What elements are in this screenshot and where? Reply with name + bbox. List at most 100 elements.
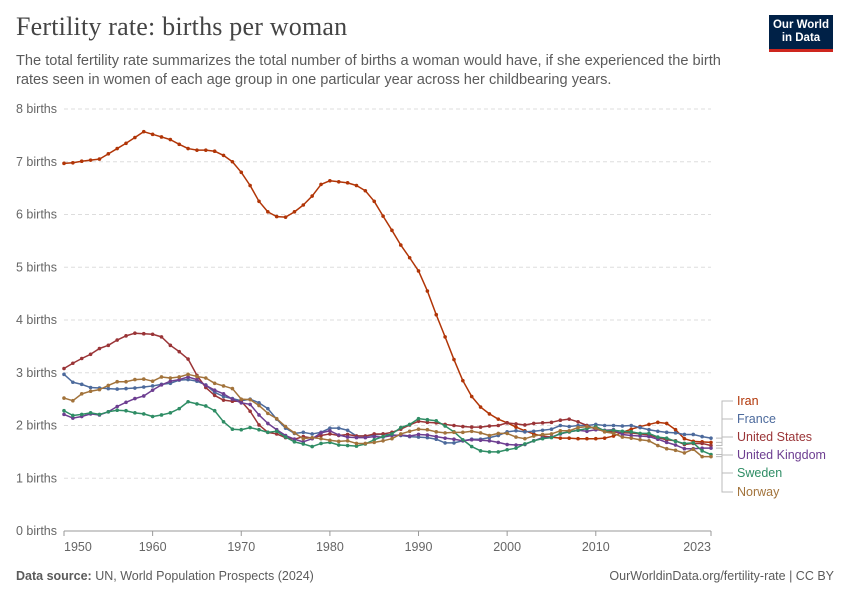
data-point[interactable]: [133, 331, 137, 335]
data-point[interactable]: [62, 366, 66, 371]
data-point[interactable]: [407, 422, 412, 427]
data-point[interactable]: [691, 432, 696, 437]
data-point[interactable]: [443, 335, 447, 339]
data-point[interactable]: [257, 423, 261, 427]
data-point[interactable]: [257, 403, 261, 408]
data-point[interactable]: [478, 449, 483, 453]
data-point[interactable]: [558, 428, 563, 433]
data-point[interactable]: [177, 375, 182, 379]
data-point[interactable]: [345, 443, 350, 448]
data-point[interactable]: [292, 440, 297, 444]
data-point[interactable]: [141, 377, 146, 381]
data-point[interactable]: [248, 183, 252, 188]
data-point[interactable]: [496, 440, 501, 445]
data-point[interactable]: [133, 386, 137, 390]
data-point[interactable]: [115, 387, 119, 391]
data-point[interactable]: [620, 424, 625, 428]
data-point[interactable]: [345, 439, 350, 443]
series-sweden[interactable]: [62, 399, 713, 457]
data-point[interactable]: [88, 411, 93, 415]
data-point[interactable]: [239, 401, 244, 405]
data-point[interactable]: [390, 432, 394, 436]
data-point[interactable]: [363, 441, 368, 446]
data-point[interactable]: [443, 441, 447, 445]
data-point[interactable]: [177, 406, 182, 411]
data-point[interactable]: [79, 382, 84, 387]
data-point[interactable]: [461, 424, 465, 429]
series-label[interactable]: France: [737, 412, 776, 426]
data-point[interactable]: [239, 427, 244, 432]
data-point[interactable]: [682, 441, 687, 446]
data-point[interactable]: [567, 436, 571, 440]
data-point[interactable]: [79, 412, 84, 417]
data-point[interactable]: [540, 432, 545, 437]
data-point[interactable]: [593, 436, 598, 441]
data-point[interactable]: [496, 450, 501, 454]
data-point[interactable]: [195, 148, 199, 152]
data-point[interactable]: [558, 423, 563, 428]
data-point[interactable]: [328, 428, 332, 433]
data-point[interactable]: [133, 411, 137, 415]
data-point[interactable]: [79, 356, 84, 361]
data-point[interactable]: [620, 435, 625, 439]
data-point[interactable]: [221, 394, 226, 399]
data-point[interactable]: [106, 386, 111, 391]
data-point[interactable]: [88, 389, 93, 394]
data-point[interactable]: [664, 430, 669, 435]
data-point[interactable]: [469, 444, 474, 449]
data-point[interactable]: [363, 435, 368, 440]
data-point[interactable]: [416, 435, 421, 439]
data-point[interactable]: [372, 199, 377, 204]
data-point[interactable]: [647, 431, 651, 436]
data-point[interactable]: [221, 392, 226, 396]
data-point[interactable]: [487, 450, 492, 454]
data-point[interactable]: [97, 412, 102, 417]
data-point[interactable]: [434, 418, 439, 423]
data-point[interactable]: [336, 439, 341, 444]
data-point[interactable]: [168, 379, 173, 383]
data-point[interactable]: [425, 289, 430, 293]
data-point[interactable]: [301, 430, 306, 435]
data-point[interactable]: [523, 430, 527, 434]
data-point[interactable]: [611, 434, 616, 438]
data-point[interactable]: [611, 428, 616, 433]
data-point[interactable]: [452, 430, 456, 435]
data-point[interactable]: [62, 396, 66, 400]
data-point[interactable]: [372, 437, 377, 442]
data-point[interactable]: [124, 408, 128, 413]
data-point[interactable]: [638, 425, 642, 430]
data-point[interactable]: [709, 440, 713, 445]
data-point[interactable]: [478, 405, 483, 409]
data-point[interactable]: [425, 435, 430, 440]
data-point[interactable]: [336, 180, 341, 184]
data-point[interactable]: [177, 377, 182, 382]
data-point[interactable]: [611, 423, 616, 428]
data-point[interactable]: [248, 425, 252, 430]
data-point[interactable]: [274, 416, 279, 421]
data-point[interactable]: [558, 418, 563, 423]
data-point[interactable]: [319, 436, 323, 441]
data-point[interactable]: [434, 312, 439, 317]
series-line[interactable]: [63, 130, 712, 444]
data-point[interactable]: [159, 383, 164, 387]
data-point[interactable]: [150, 332, 155, 337]
data-point[interactable]: [204, 376, 208, 380]
data-point[interactable]: [664, 436, 669, 440]
data-point[interactable]: [434, 434, 439, 439]
data-point[interactable]: [133, 135, 137, 140]
data-point[interactable]: [647, 439, 651, 443]
data-point[interactable]: [336, 426, 341, 430]
data-source-text[interactable]: UN, World Population Prospects (2024): [95, 569, 314, 583]
data-point[interactable]: [416, 427, 421, 431]
data-point[interactable]: [106, 383, 111, 388]
data-point[interactable]: [469, 394, 474, 399]
data-point[interactable]: [478, 425, 483, 429]
data-point[interactable]: [141, 394, 146, 398]
data-point[interactable]: [372, 432, 377, 436]
data-point[interactable]: [390, 228, 394, 233]
data-point[interactable]: [354, 441, 359, 446]
data-point[interactable]: [328, 438, 332, 443]
data-point[interactable]: [629, 423, 634, 428]
data-point[interactable]: [221, 384, 226, 388]
data-point[interactable]: [150, 414, 155, 419]
